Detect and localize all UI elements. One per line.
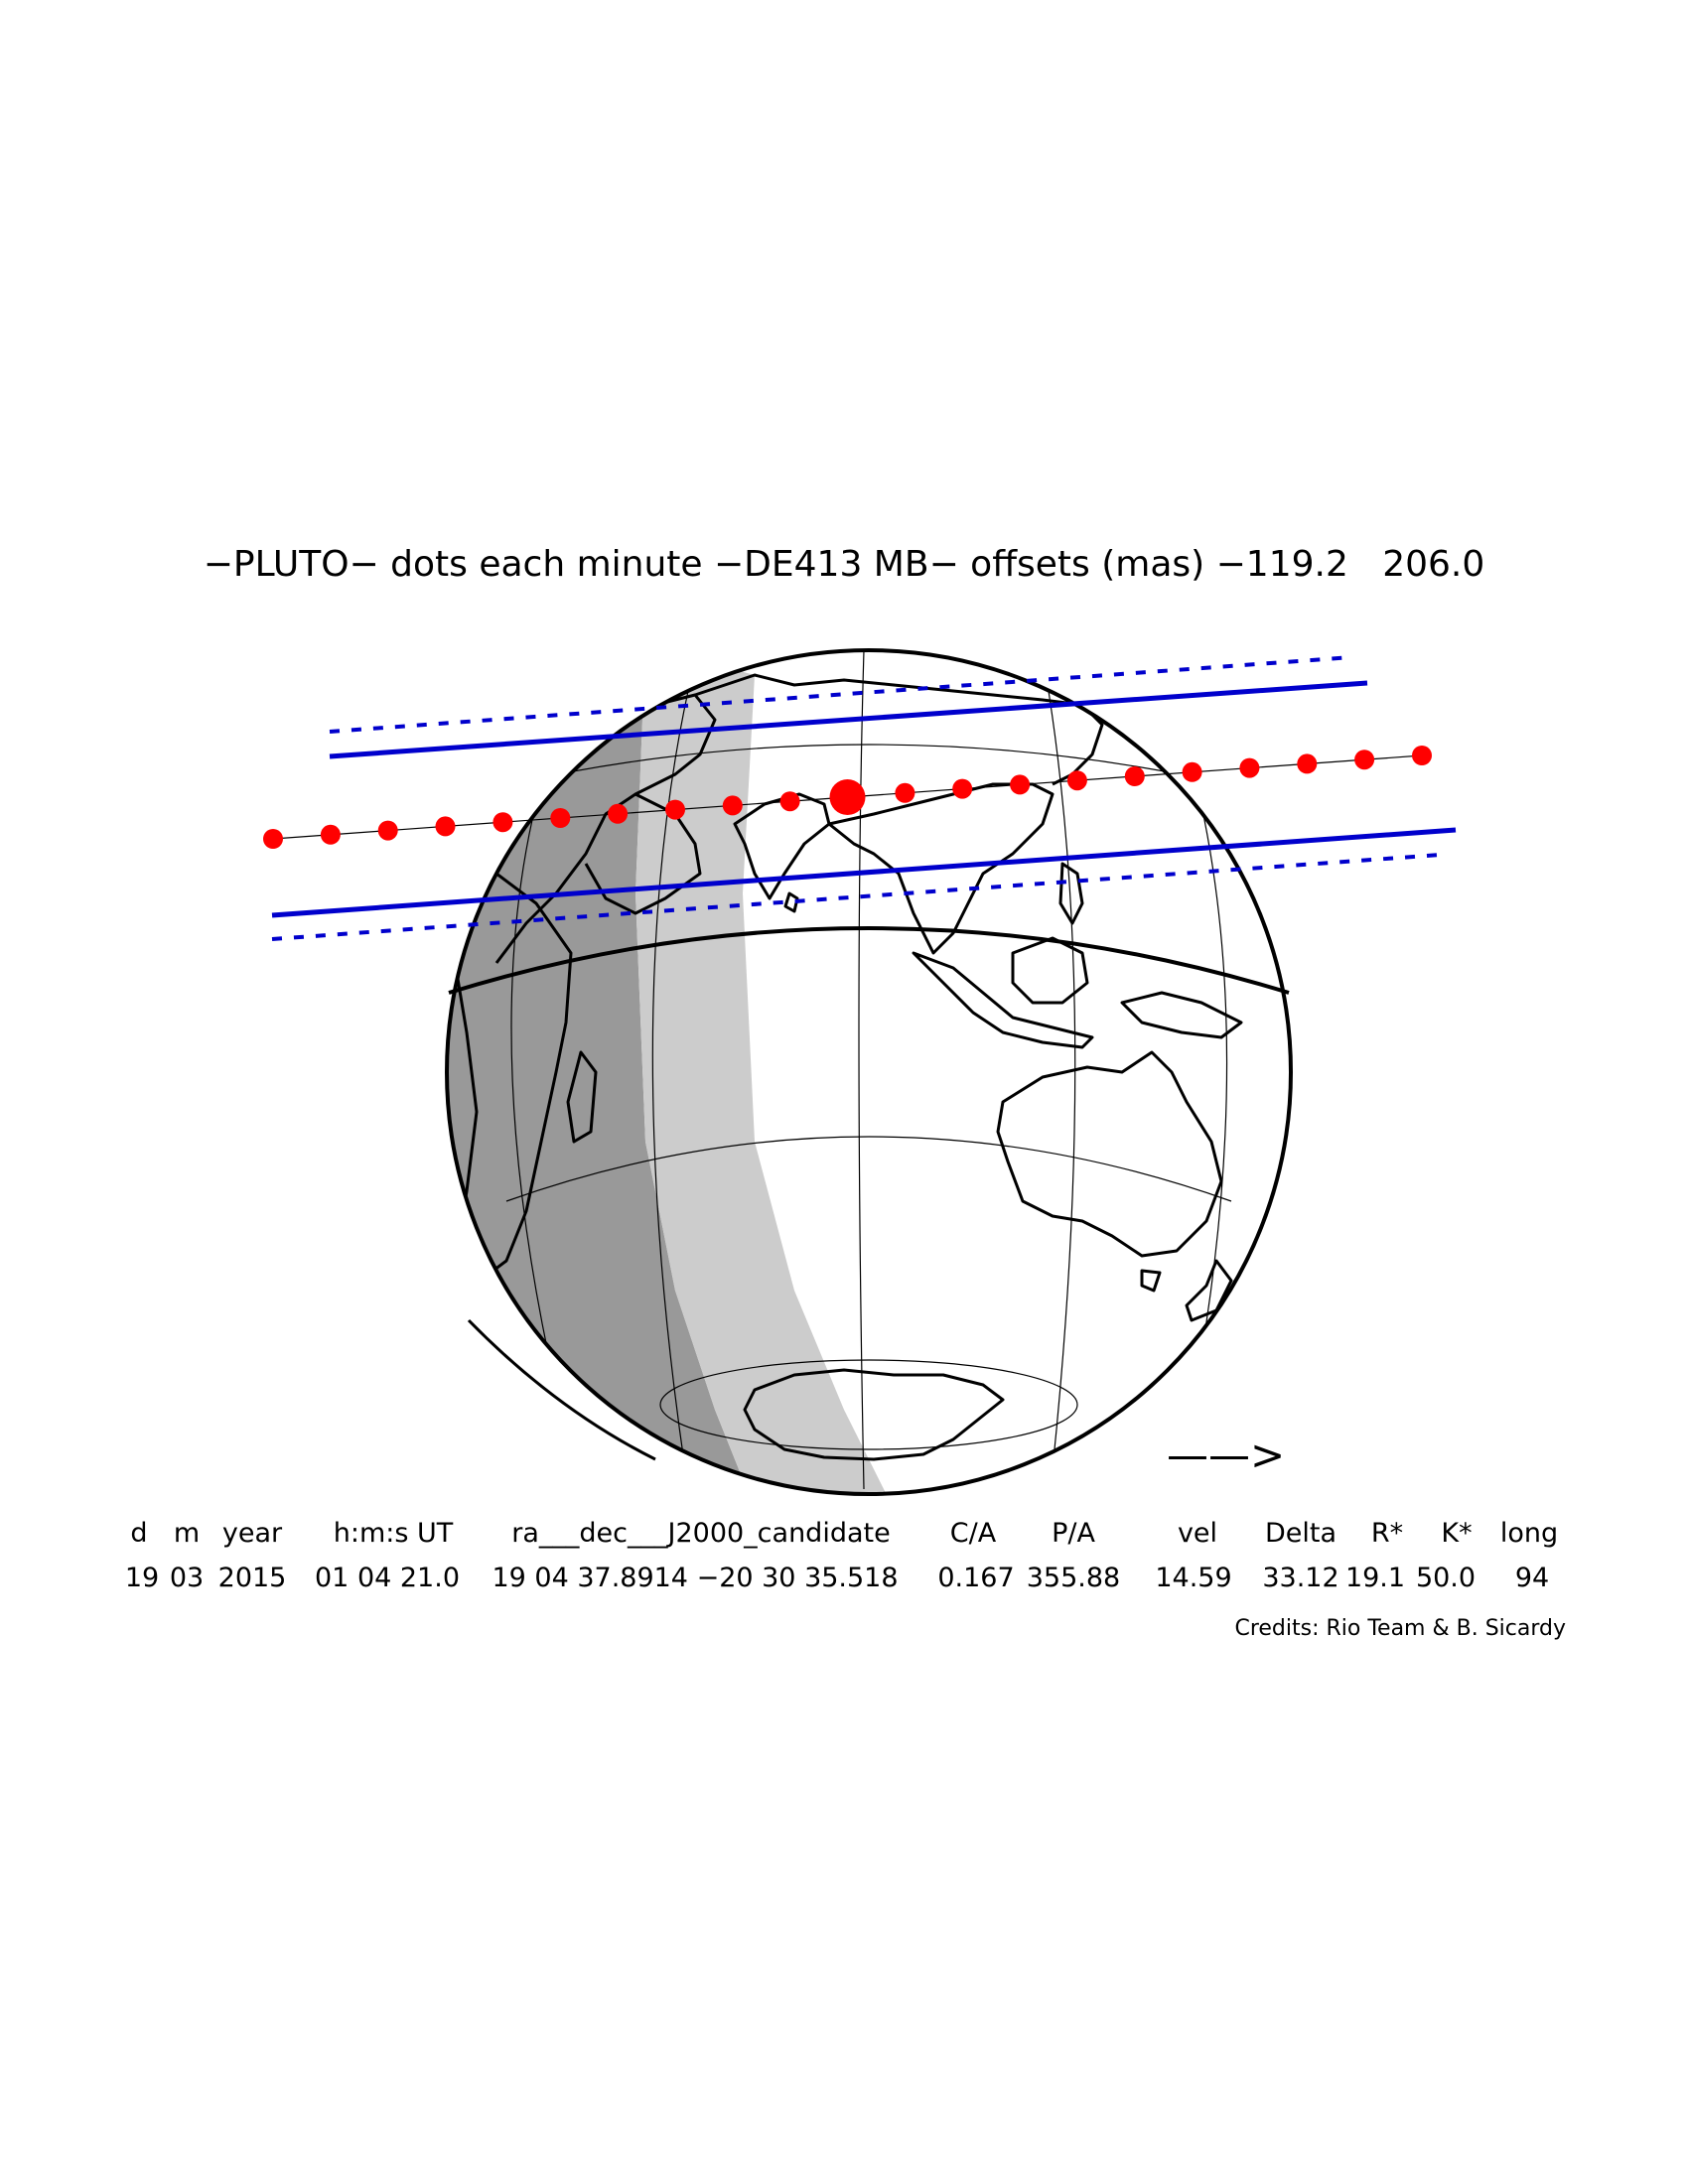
- header-time: h:m:s UT: [334, 1518, 454, 1549]
- header-d: d: [130, 1518, 147, 1549]
- parameter-table: d m year h:m:s UT ra___dec___J2000_candi…: [125, 1518, 1558, 1593]
- header-rstar: R*: [1371, 1518, 1403, 1549]
- graticule: [448, 650, 1290, 1490]
- track-dot: [1124, 766, 1145, 786]
- credits: Credits: Rio Team & B. Sicardy: [1234, 1616, 1566, 1641]
- header-radec: ra___dec___J2000_candidate: [511, 1518, 890, 1549]
- value-m: 03: [170, 1563, 204, 1593]
- track-dot: [779, 791, 800, 812]
- value-long: 94: [1515, 1563, 1549, 1593]
- track-dot: [550, 808, 571, 828]
- closest-approach-dot: [829, 779, 866, 815]
- value-rstar: 19.1: [1345, 1563, 1405, 1593]
- value-vel: 14.59: [1155, 1563, 1231, 1593]
- globe-outline: [445, 648, 1293, 1496]
- track-dot: [1182, 761, 1202, 782]
- value-ca: 0.167: [937, 1563, 1014, 1593]
- header-long: long: [1500, 1518, 1558, 1549]
- header-vel: vel: [1178, 1518, 1217, 1549]
- track-dot: [263, 829, 283, 849]
- value-kstar: 50.0: [1416, 1563, 1476, 1593]
- track-dot: [492, 812, 513, 833]
- arrow-right-icon: ——>: [1167, 1431, 1285, 1479]
- header-pa: P/A: [1052, 1518, 1095, 1549]
- central-track: [263, 746, 1432, 849]
- track-dot: [320, 824, 341, 845]
- header-delta: Delta: [1265, 1518, 1336, 1549]
- track-dot: [1066, 770, 1087, 791]
- shadow-limits: [271, 655, 1457, 941]
- north-limit: [329, 680, 1368, 759]
- track-dot: [1412, 746, 1432, 765]
- track-dot: [1239, 757, 1260, 778]
- value-year: 2015: [218, 1563, 287, 1593]
- header-m: m: [174, 1518, 200, 1549]
- globe-icon: [445, 648, 1293, 1496]
- track-dot: [895, 782, 915, 803]
- track-dot: [377, 820, 398, 841]
- value-time: 01 04 21.0: [315, 1563, 460, 1593]
- value-radec: 19 04 37.8914 −20 30 35.518: [492, 1563, 898, 1593]
- track-dot: [608, 803, 629, 824]
- value-delta: 33.12: [1262, 1563, 1338, 1593]
- terminator-line: [448, 926, 1290, 995]
- value-d: 19: [125, 1563, 159, 1593]
- chart-title: −PLUTO− dots each minute −DE413 MB− offs…: [204, 544, 1485, 585]
- track-dot: [1297, 753, 1318, 774]
- value-pa: 355.88: [1027, 1563, 1120, 1593]
- header-kstar: K*: [1441, 1518, 1472, 1549]
- header-ca: C/A: [950, 1518, 997, 1549]
- track-dot: [435, 816, 456, 837]
- terminator-line-lower: [467, 1318, 656, 1461]
- south-limit: [271, 827, 1457, 918]
- track-dots: [263, 746, 1432, 849]
- twilight-region: [635, 650, 894, 1494]
- track-dot: [665, 799, 685, 820]
- north-limit-dotted: [329, 655, 1353, 734]
- track-dot: [952, 778, 973, 799]
- header-year: year: [222, 1518, 283, 1549]
- track-dot: [1354, 750, 1375, 770]
- track-dot: [1010, 774, 1031, 795]
- track-dot: [722, 795, 743, 816]
